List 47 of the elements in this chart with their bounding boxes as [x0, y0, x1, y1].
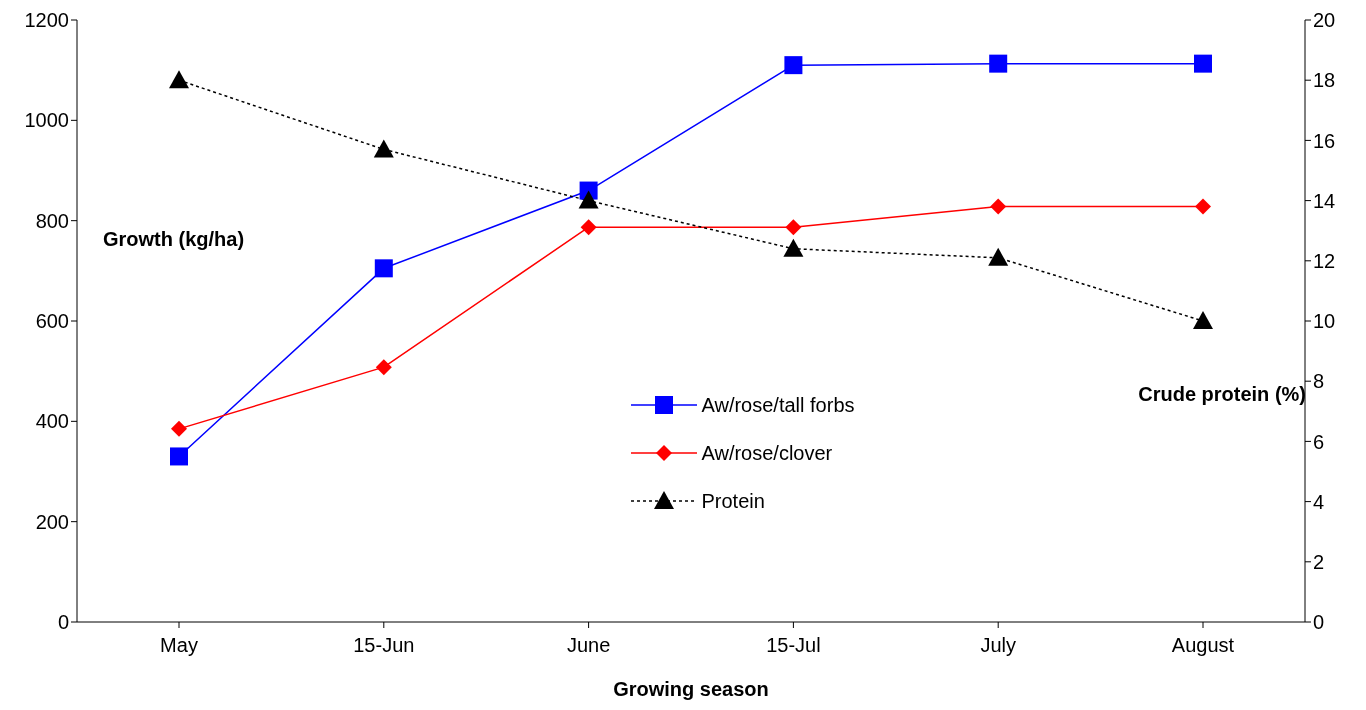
- y2-tick-label: 2: [1313, 550, 1325, 573]
- point: [580, 219, 597, 236]
- x-tick-label: May: [160, 634, 198, 657]
- point: [990, 198, 1007, 215]
- y-tick-label: 200: [35, 510, 69, 533]
- y2-tick-label: 20: [1313, 9, 1336, 32]
- x-tick-label: June: [566, 634, 611, 657]
- point: [784, 56, 803, 75]
- x-tick-label: August: [1171, 634, 1235, 657]
- y2-tick-label: 8: [1313, 370, 1325, 393]
- legend-label: Aw/rose/clover: [701, 441, 833, 466]
- point: [785, 219, 802, 236]
- y-axis-title: Growth (kg/ha): [103, 228, 245, 251]
- x-axis-title: Growing season: [613, 678, 769, 700]
- y2-tick-label: 14: [1313, 189, 1336, 212]
- point: [988, 247, 1009, 266]
- point: [989, 54, 1008, 73]
- y2-tick-label: 18: [1313, 69, 1336, 92]
- y2-tick-label: 16: [1313, 129, 1336, 152]
- y-tick-label: 800: [35, 209, 69, 232]
- y2-tick-label: 12: [1313, 249, 1336, 272]
- point: [169, 70, 189, 89]
- point: [1194, 54, 1212, 73]
- y-tick-label: 0: [57, 611, 69, 634]
- y-tick-label: 400: [35, 410, 69, 433]
- point: [374, 259, 393, 278]
- y2-tick-label: 0: [1313, 611, 1325, 634]
- y2-tick-label: 4: [1313, 490, 1325, 513]
- y-tick-label: 1000: [24, 109, 69, 132]
- point: [373, 139, 394, 158]
- point: [783, 238, 804, 257]
- y-tick-label: 1200: [24, 9, 69, 32]
- legend-label: Aw/rose/tall forbs: [701, 393, 855, 418]
- point: [1195, 198, 1211, 215]
- point: [170, 447, 188, 466]
- point: [578, 190, 599, 209]
- legend-label: Protein: [701, 489, 765, 514]
- x-tick-label: 15-Jun: [353, 634, 415, 657]
- point: [375, 359, 392, 376]
- y-tick-label: 600: [35, 310, 69, 333]
- x-tick-label: July: [980, 634, 1016, 657]
- y2-tick-label: 6: [1313, 430, 1325, 453]
- x-tick-label: 15-Jul: [766, 634, 821, 657]
- y2-tick-label: 10: [1313, 310, 1336, 333]
- point: [1193, 311, 1213, 329]
- y2-axis-title: Crude protein (%): [1138, 383, 1306, 406]
- point: [171, 420, 187, 437]
